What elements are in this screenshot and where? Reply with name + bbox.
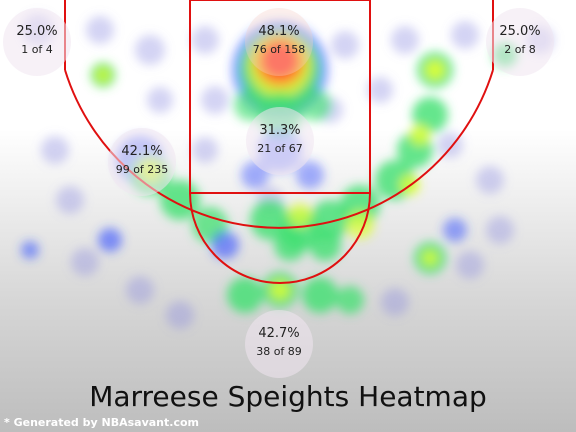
heat-blob — [425, 60, 445, 80]
zone-count: 21 of 67 — [257, 142, 303, 155]
heat-blob — [227, 277, 263, 313]
heat-blob — [135, 35, 165, 65]
heat-blob — [302, 277, 338, 313]
heat-blob — [296, 161, 324, 189]
zone-paint: 31.3% 21 of 67 — [246, 107, 314, 175]
paint-box — [189, 0, 371, 194]
heat-blob — [309, 229, 341, 261]
zone-restricted-area: 48.1% 76 of 158 — [245, 8, 313, 76]
heat-blob — [234, 89, 266, 121]
heat-blob — [331, 31, 359, 59]
heat-blob — [201, 86, 229, 114]
heat-blob — [274, 229, 306, 261]
heat-blob — [381, 288, 409, 316]
heat-blob — [299, 89, 331, 121]
heat-blob — [336, 286, 364, 314]
zone-pct: 42.7% — [258, 326, 300, 341]
heat-blob — [41, 136, 69, 164]
heat-blob — [97, 69, 109, 81]
heat-blob — [422, 250, 438, 266]
heat-blob — [486, 216, 514, 244]
heat-blob — [412, 97, 448, 133]
zone-pct: 25.0% — [499, 24, 541, 39]
heat-blob — [437, 132, 463, 158]
heat-blob — [166, 301, 194, 329]
zone-left-midrange: 42.1% 99 of 235 — [108, 128, 176, 196]
heat-blob — [191, 26, 219, 54]
free-throw-arc — [189, 192, 371, 284]
zone-right-corner: 25.0% 2 of 8 — [486, 8, 554, 76]
heat-blob — [147, 87, 173, 113]
zone-pct: 42.1% — [121, 144, 163, 159]
chart-title: Marreese Speights Heatmap — [89, 380, 487, 413]
heat-blob — [451, 21, 479, 49]
heat-blob — [476, 166, 504, 194]
three-point-arc — [64, 69, 494, 229]
heat-blob — [192, 137, 218, 163]
heat-blob — [71, 248, 99, 276]
zone-pct: 25.0% — [16, 24, 58, 39]
zone-top-key: 42.7% 38 of 89 — [245, 310, 313, 378]
heat-blob — [410, 125, 430, 145]
heat-blob — [391, 26, 419, 54]
heat-blob — [56, 186, 84, 214]
heat-blob — [456, 251, 484, 279]
heat-blob — [21, 241, 39, 259]
zone-count: 2 of 8 — [504, 43, 536, 56]
zone-count: 76 of 158 — [252, 43, 306, 56]
credit-text: * Generated by NBAsavant.com — [4, 416, 199, 429]
zone-count: 38 of 89 — [256, 345, 302, 358]
zone-count: 1 of 4 — [21, 43, 53, 56]
heat-blob — [126, 276, 154, 304]
heat-blob — [270, 280, 290, 300]
zone-pct: 48.1% — [258, 24, 300, 39]
heat-blob — [288, 203, 312, 227]
heat-blob — [211, 231, 239, 259]
zone-pct: 31.3% — [259, 123, 301, 138]
zone-left-corner: 25.0% 1 of 4 — [3, 8, 71, 76]
heat-blob — [98, 228, 122, 252]
zone-count: 99 of 235 — [115, 163, 169, 176]
heat-blob — [262, 42, 298, 78]
heat-blob — [443, 218, 467, 242]
heat-blob — [367, 77, 393, 103]
heat-blob — [86, 16, 114, 44]
